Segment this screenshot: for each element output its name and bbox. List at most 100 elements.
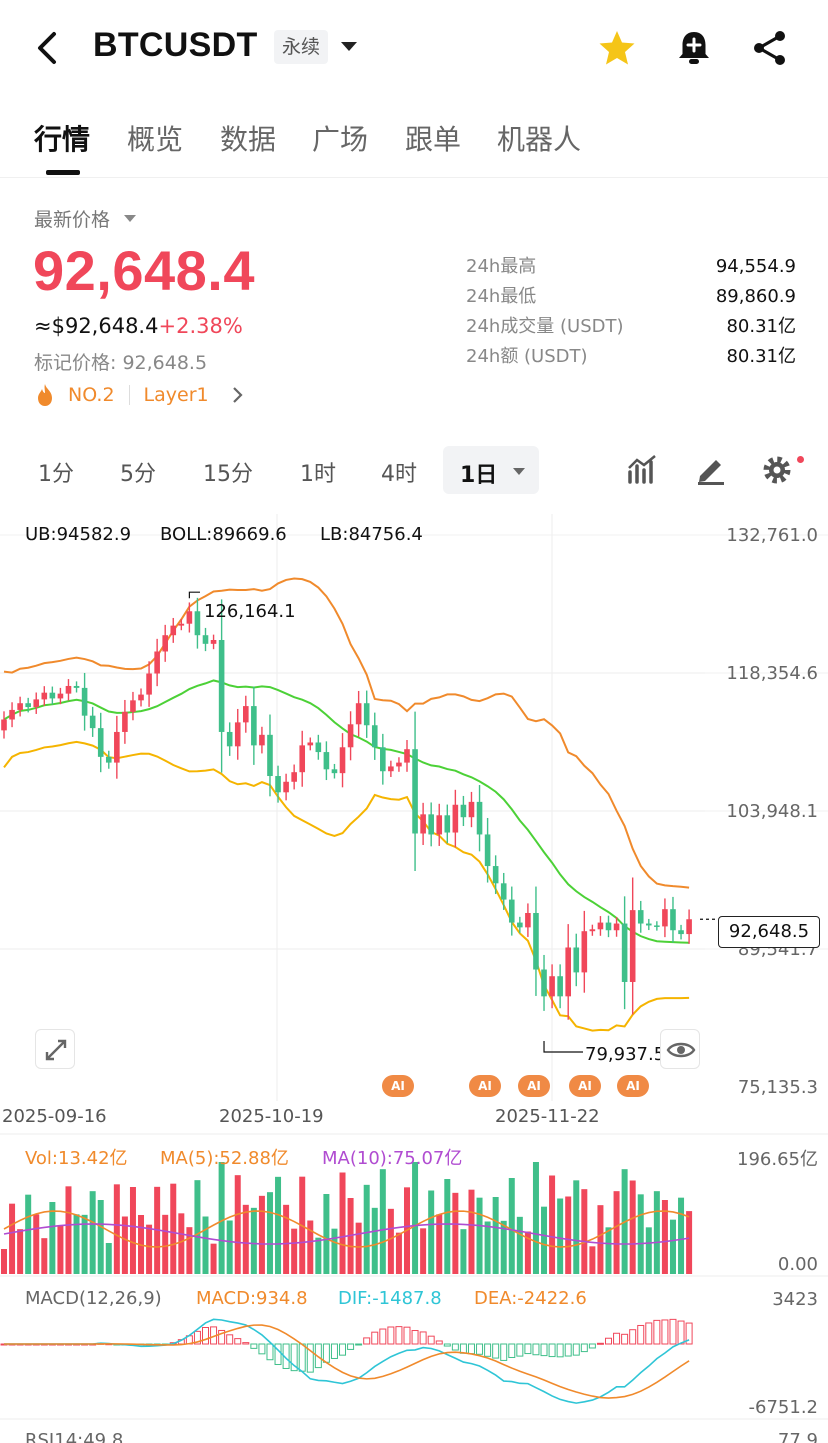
volume-bar xyxy=(73,1214,80,1274)
volume-bar xyxy=(516,1216,523,1274)
chevron-down-icon[interactable] xyxy=(124,215,136,222)
macd-histogram-bar xyxy=(314,1343,322,1369)
macd-histogram-bar xyxy=(476,1343,484,1355)
candle-body xyxy=(629,910,636,982)
candle-body xyxy=(597,922,604,930)
vol-axis-bottom: 0.00 xyxy=(777,1254,818,1275)
volume-bar xyxy=(686,1211,693,1274)
volume-bar xyxy=(17,1229,24,1274)
indicator-icon[interactable] xyxy=(626,452,660,486)
macd-histogram-bar xyxy=(524,1343,532,1355)
stat-label: 24h成交量 (USDT) xyxy=(466,316,624,337)
ai-badge[interactable]: AI xyxy=(469,1075,501,1097)
volume-bar xyxy=(355,1222,362,1274)
usd-price-line: ≈$92,648.4+2.38% xyxy=(34,314,243,338)
volume-bar xyxy=(581,1189,588,1274)
chart-svg[interactable] xyxy=(0,514,828,1443)
candle-body xyxy=(1,719,7,731)
candle-body xyxy=(81,687,88,716)
ai-badge[interactable]: AI xyxy=(382,1075,414,1097)
candle-body xyxy=(517,922,523,928)
macd-histogram-bar xyxy=(451,1343,459,1351)
candle-body xyxy=(678,930,684,935)
volume-bar xyxy=(605,1227,612,1274)
draw-pen-icon[interactable] xyxy=(694,452,728,486)
interval-1d[interactable]: 1日 xyxy=(443,446,539,494)
ai-badge[interactable]: AI xyxy=(617,1075,649,1097)
kline-chart[interactable] xyxy=(0,514,828,1443)
macd-histogram-bar xyxy=(427,1335,435,1345)
bell-plus-icon[interactable] xyxy=(674,28,714,68)
tab-bots[interactable]: 机器人 xyxy=(497,123,582,156)
candle-body xyxy=(420,814,426,834)
volume-bar xyxy=(573,1180,580,1274)
candle-body xyxy=(283,781,289,793)
tab-copy-trade[interactable]: 跟单 xyxy=(405,123,462,156)
chevron-right-icon[interactable] xyxy=(231,386,245,404)
volume-bar xyxy=(186,1227,193,1274)
coin-tags[interactable]: NO.2 Layer1 xyxy=(34,380,245,410)
volume-bar xyxy=(258,1195,265,1274)
interval-5m[interactable]: 5分 xyxy=(120,462,156,487)
interval-15m[interactable]: 15分 xyxy=(203,462,253,487)
candle-body xyxy=(637,910,644,924)
boll-mid-line xyxy=(3,679,690,944)
mark-price: 标记价格: 92,648.5 xyxy=(34,352,208,374)
candle-body xyxy=(218,639,225,732)
rank-badge[interactable]: NO.2 xyxy=(68,384,115,406)
tab-data[interactable]: 数据 xyxy=(220,123,277,156)
back-icon[interactable] xyxy=(30,28,66,68)
volume-bar xyxy=(452,1192,459,1274)
sector-tag[interactable]: Layer1 xyxy=(143,384,209,406)
candle-body xyxy=(259,734,265,746)
volume-bar xyxy=(266,1192,273,1274)
chevron-down-icon[interactable] xyxy=(341,42,357,51)
volume-bar xyxy=(105,1243,112,1274)
star-icon[interactable] xyxy=(597,28,637,68)
ai-badge[interactable]: AI xyxy=(569,1075,601,1097)
price-label[interactable]: 最新价格 xyxy=(34,209,111,231)
share-icon[interactable] xyxy=(750,28,790,68)
macd-histogram-bar xyxy=(629,1329,637,1345)
volume-bar xyxy=(226,1220,233,1274)
macd-histogram-bar xyxy=(202,1327,209,1345)
visibility-toggle-button[interactable] xyxy=(660,1029,700,1069)
boll-lb-label: LB:84756.4 xyxy=(320,524,423,545)
volume-bar xyxy=(371,1207,378,1274)
tab-square[interactable]: 广场 xyxy=(312,123,369,156)
expand-chart-button[interactable] xyxy=(35,1029,75,1069)
date-tick: 2025-09-16 xyxy=(2,1106,107,1127)
candle-body xyxy=(275,776,281,793)
macd-histogram-bar xyxy=(669,1318,677,1345)
main-tabs: 行情 概览 数据 广场 跟单 机器人 xyxy=(0,100,828,178)
volume-bar xyxy=(291,1228,298,1274)
candle-body xyxy=(662,909,668,927)
ai-badge[interactable]: AI xyxy=(518,1075,550,1097)
volume-bar xyxy=(315,1237,322,1274)
symbol-title[interactable]: BTCUSDT xyxy=(93,26,258,64)
volume-bar xyxy=(1,1249,7,1274)
candle-body xyxy=(299,745,306,773)
settings-gear-icon[interactable] xyxy=(760,452,794,486)
macd-histogram-bar xyxy=(226,1334,234,1345)
volume-bar xyxy=(653,1191,660,1274)
boll-mid-label: BOLL:89669.6 xyxy=(160,524,287,545)
contract-type-tag[interactable]: 永续 xyxy=(274,30,329,64)
interval-1h[interactable]: 1时 xyxy=(300,462,336,487)
interval-4h[interactable]: 4时 xyxy=(381,462,417,487)
volume-bar xyxy=(25,1194,32,1274)
macd-axis-bottom: -6751.2 xyxy=(748,1397,818,1418)
vol-label: Vol:13.42亿 xyxy=(25,1148,128,1169)
macd-histogram-bar xyxy=(363,1337,371,1345)
volume-bar xyxy=(468,1189,475,1274)
volume-bar xyxy=(436,1214,443,1274)
macd-histogram-bar xyxy=(572,1343,580,1356)
interval-1m[interactable]: 1分 xyxy=(38,462,74,487)
tab-overview[interactable]: 概览 xyxy=(127,123,184,156)
macd-title: MACD(12,26,9) xyxy=(25,1288,162,1309)
candle-body xyxy=(162,635,168,652)
candle-body xyxy=(444,815,451,833)
macd-histogram-bar xyxy=(661,1319,669,1345)
tab-market[interactable]: 行情 xyxy=(34,123,91,156)
volume-bar xyxy=(613,1191,620,1274)
